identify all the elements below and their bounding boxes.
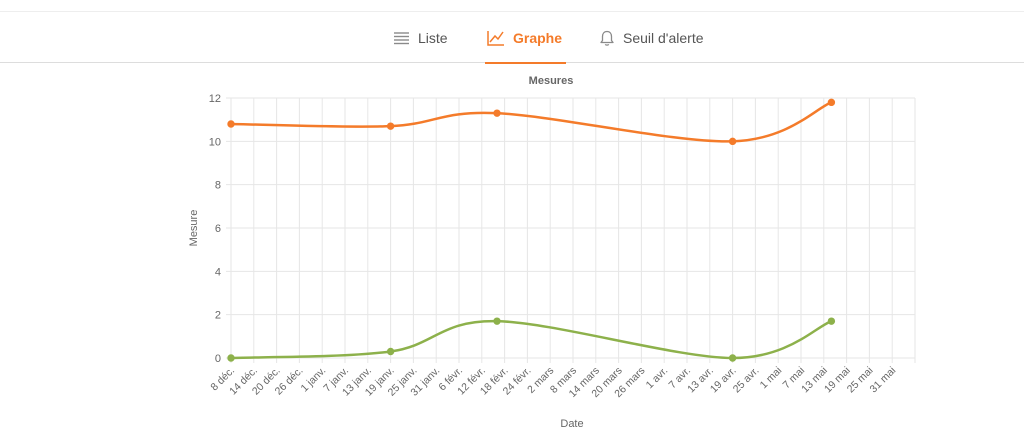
tab-liste-label: Liste [418,30,448,46]
series-point-1 [728,354,737,362]
y-tick-label: 12 [209,93,221,105]
bell-icon [599,30,615,47]
y-tick-label: 4 [215,266,221,278]
x-tick-label: 1 janv. [299,365,329,395]
tab-graphe[interactable]: Graphe [484,13,567,64]
x-tick-label: 1 avr. [644,365,671,392]
view-tabs: Liste Graphe Seuil d'alerte [0,13,1024,64]
x-tick-label: 31 mai [868,365,899,396]
chart-series [227,98,836,362]
tab-seuil-alerte[interactable]: Seuil d'alerte [599,13,704,63]
series-point-1 [386,347,395,356]
tab-seuil-alerte-label: Seuil d'alerte [623,30,704,46]
chart-title: Mesures [529,75,574,87]
x-axis-label: Date [560,418,583,430]
series-point-1 [827,317,836,325]
x-tick-label: 1 mai [758,365,785,392]
chart-grid [226,97,916,363]
series-line-1 [230,319,832,360]
y-tick-label: 0 [215,353,221,365]
list-icon [393,31,410,45]
series-point-1 [227,354,235,362]
series-point-0 [728,137,737,146]
y-tick-label: 8 [215,180,221,192]
x-tick-label: 25 avr. [731,365,762,396]
y-tick-label: 10 [209,136,221,148]
series-point-0 [827,98,836,107]
series-point-0 [386,122,395,130]
top-divider [0,0,1024,12]
y-axis-label: Mesure [188,210,200,247]
tab-liste[interactable]: Liste [393,13,448,63]
tab-graphe-label: Graphe [513,30,563,46]
chart-line-icon [487,30,505,46]
series-point-0 [493,109,501,117]
series-point-0 [227,120,235,128]
series-point-1 [493,317,501,325]
series-line-0 [230,101,832,143]
y-tick-label: 2 [215,310,221,322]
y-tick-label: 6 [215,223,221,235]
